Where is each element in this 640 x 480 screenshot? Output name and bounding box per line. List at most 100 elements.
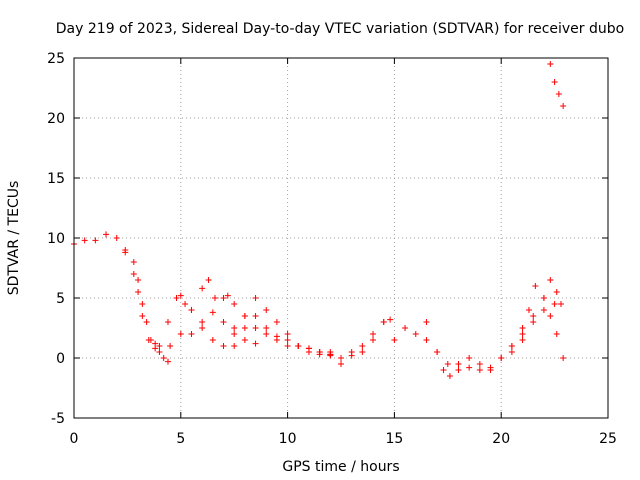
data-point [156,343,163,349]
data-point [359,349,366,355]
data-point [284,343,291,349]
data-point [220,319,227,325]
data-point [525,307,532,313]
data-point [263,331,270,337]
data-point [164,319,171,325]
data-point [519,331,526,337]
data-point [231,325,238,331]
data-points [71,61,567,379]
series-arc-3 [156,292,259,349]
x-axis-label: GPS time / hours [282,459,399,475]
data-point [547,313,554,319]
data-point [295,343,302,349]
data-point [220,295,227,301]
data-point [122,247,129,253]
y-tick-label: 20 [47,111,65,127]
data-point [532,283,539,289]
data-point [199,285,206,292]
data-point [252,325,259,331]
data-point [551,301,558,307]
series-arc-4 [167,277,344,361]
data-point [252,340,259,347]
data-point [487,364,494,371]
data-point [466,364,473,371]
data-point [530,319,537,325]
data-point [551,79,558,85]
data-point [139,301,146,307]
data-point [167,343,174,349]
x-tick-label: 0 [70,431,79,447]
data-point [560,355,567,361]
data-point [391,337,398,343]
data-point [423,337,430,343]
data-point [263,325,270,331]
data-point [220,343,227,349]
data-point [440,367,447,373]
data-point [402,325,409,331]
data-point [547,61,554,67]
data-point [273,319,280,325]
data-point [241,337,248,343]
data-point [530,313,537,319]
data-point [231,301,238,307]
data-point [498,355,505,361]
data-point [130,259,137,265]
data-point [444,361,451,367]
data-point [540,295,547,301]
data-point [173,295,180,301]
data-point [446,373,453,379]
data-point [553,289,560,295]
series-arc-2 [122,247,159,347]
data-point [316,349,323,355]
series-arc-1 [71,231,171,365]
x-tick-label: 5 [176,431,185,447]
data-point [156,349,163,355]
y-axis-label: SDTVAR / TECUs [6,181,22,296]
data-point [553,331,560,337]
data-point [135,277,142,283]
data-point [380,319,387,325]
series-arc-6 [231,295,387,367]
data-point [284,337,291,343]
data-point [241,325,248,331]
data-point [103,231,110,238]
data-point [164,358,171,365]
data-point [338,361,344,367]
series-arc-8 [391,301,558,379]
data-point [508,349,515,355]
data-point [305,349,312,355]
data-point [263,307,270,313]
data-point [139,313,146,319]
data-point [508,343,515,349]
data-point [135,289,142,295]
x-tick-label: 20 [492,431,510,447]
data-point [224,292,231,299]
data-point [160,355,167,361]
data-point [540,307,547,313]
data-point [188,331,195,337]
data-point [211,295,218,301]
y-tick-label: -5 [51,411,65,427]
chart-title: Day 219 of 2023, Sidereal Day-to-day VTE… [56,21,624,37]
data-point [327,351,334,358]
data-point [209,309,216,316]
data-point [147,337,154,343]
y-tick-label: 5 [56,291,65,307]
data-point [177,292,184,299]
series-arc-9 [423,283,567,373]
x-tick-label: 25 [599,431,617,447]
y-tick-label: 10 [47,231,65,247]
data-point [476,361,483,367]
data-point [466,355,473,361]
data-point [519,325,526,331]
data-point [370,331,377,337]
data-point [199,325,206,331]
data-point [558,301,565,307]
data-point [519,337,526,343]
series-arc-10 [508,277,565,349]
data-point [205,277,212,283]
data-point [547,277,554,283]
data-point [231,331,238,337]
data-point [555,91,562,97]
